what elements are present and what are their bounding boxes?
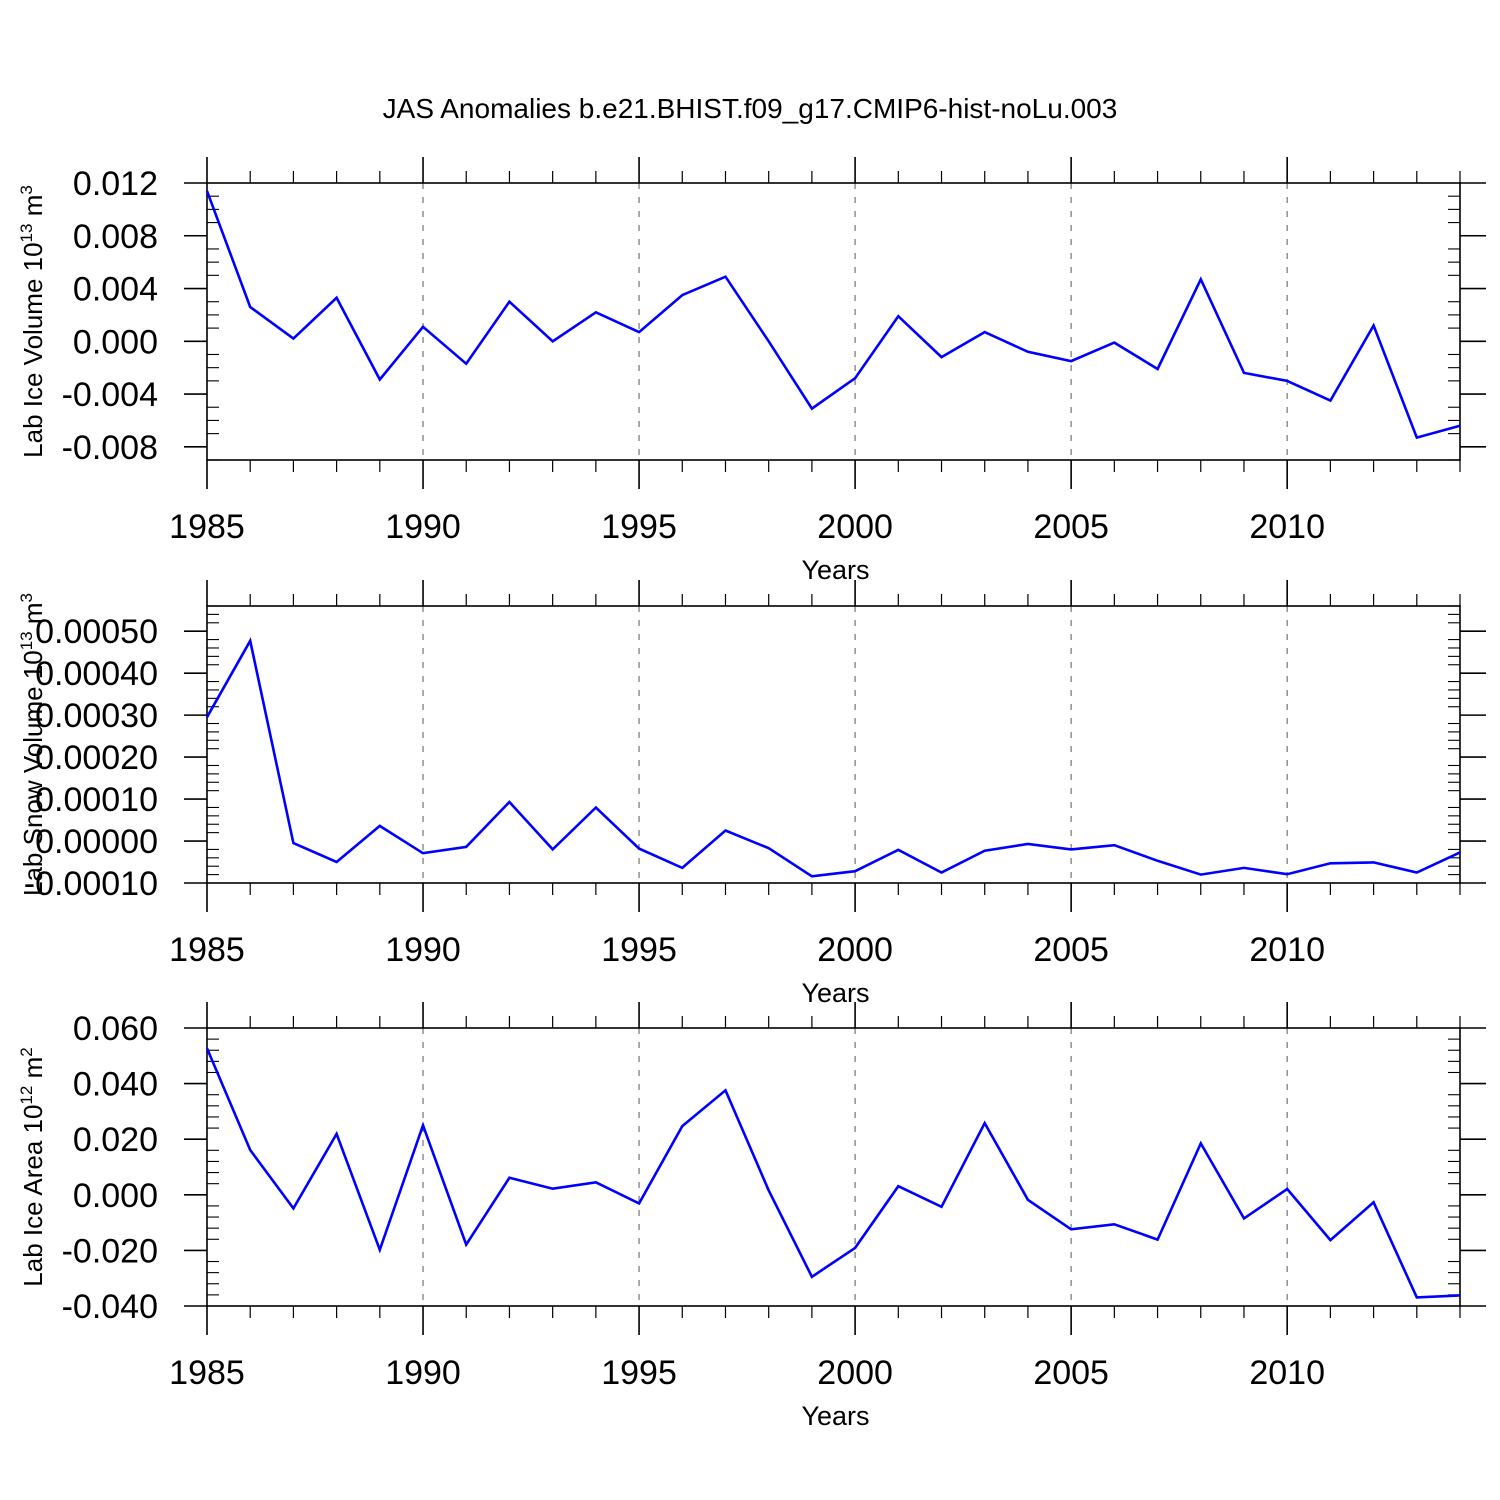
series-line [205, 190, 1461, 440]
x-tick-label: 2010 [1249, 508, 1325, 546]
panel-ice-volume: 1985 1990 1995 2000 2005 2010 Years 0.012 0.008 0… [17, 157, 1486, 585]
y-tick-label: 0.00020 [35, 739, 158, 777]
y-tick-label: 0.00000 [35, 823, 158, 861]
y-tick-label: 0.012 [73, 165, 158, 203]
x-tick-label: 2005 [1033, 931, 1109, 969]
x-tick-label: 1990 [385, 931, 461, 969]
y-tick-label: 0.000 [73, 323, 158, 361]
y-tick-label: -0.00010 [24, 865, 158, 903]
y-axis-title-unit: m [18, 1057, 48, 1086]
series-line [205, 637, 1461, 878]
x-tick-label: 1995 [601, 508, 677, 546]
x-tick-label: 2000 [817, 508, 893, 546]
x-tick-label: 1990 [385, 1354, 461, 1392]
series-line [205, 1047, 1461, 1299]
y-tick-label: 0.00050 [35, 613, 158, 651]
x-tick-label: 2010 [1249, 1354, 1325, 1392]
x-tick-label: 2010 [1249, 931, 1325, 969]
x-axis-title: Years [801, 978, 869, 1008]
y-axis-title-unit-exponent: 3 [17, 185, 36, 194]
y-tick-label: 0.008 [73, 218, 158, 256]
y-tick-label: 0.060 [73, 1010, 158, 1048]
x-tick-label: 2000 [817, 1354, 893, 1392]
plot-frame [206, 1027, 1461, 1307]
y-tick-label: 0.00040 [35, 655, 158, 693]
y-tick-label: -0.004 [62, 376, 158, 414]
x-tick-label: 1985 [169, 508, 245, 546]
x-axis-title: Years [801, 1401, 869, 1431]
y-tick-label: -0.008 [62, 429, 158, 467]
y-axis-title-exponent: 13 [17, 224, 36, 243]
plot-frame [206, 182, 1461, 461]
y-axis-title-unit-exponent: 3 [17, 593, 36, 602]
plot-frame [206, 605, 1461, 884]
x-tick-label: 1985 [169, 931, 245, 969]
panel-snow-volume: 1985 1990 1995 2000 2005 2010 Years 0.00050 0.00… [17, 580, 1486, 1008]
x-tick-label: 2005 [1033, 1354, 1109, 1392]
x-tick-label: 1995 [601, 1354, 677, 1392]
x-tick-label: 2000 [817, 931, 893, 969]
y-axis-title-unit: m [18, 602, 48, 631]
x-tick-label: 1985 [169, 1354, 245, 1392]
y-tick-label: 0.004 [73, 271, 158, 309]
y-axis-title-exponent: 13 [17, 631, 36, 650]
y-tick-label: -0.020 [62, 1232, 158, 1270]
y-tick-label: 0.000 [73, 1177, 158, 1215]
y-axis-title-exponent: 12 [17, 1086, 36, 1105]
x-tick-label: 1990 [385, 508, 461, 546]
x-tick-label: 2005 [1033, 508, 1109, 546]
y-axis-title-unit-exponent: 2 [17, 1047, 36, 1056]
y-tick-label: 0.00030 [35, 697, 158, 735]
y-axis-title-unit: m [18, 195, 48, 224]
y-tick-label: 0.00010 [35, 781, 158, 819]
y-axis-title: Lab Ice Area 1012 m2 [17, 1047, 48, 1286]
chart-title: JAS Anomalies b.e21.BHIST.f09_g17.CMIP6-… [383, 93, 1118, 124]
x-axis-title: Years [801, 555, 869, 585]
y-tick-label: -0.040 [62, 1288, 158, 1326]
y-tick-label: 0.020 [73, 1121, 158, 1159]
y-tick-label: 0.040 [73, 1066, 158, 1104]
x-tick-label: 1995 [601, 931, 677, 969]
